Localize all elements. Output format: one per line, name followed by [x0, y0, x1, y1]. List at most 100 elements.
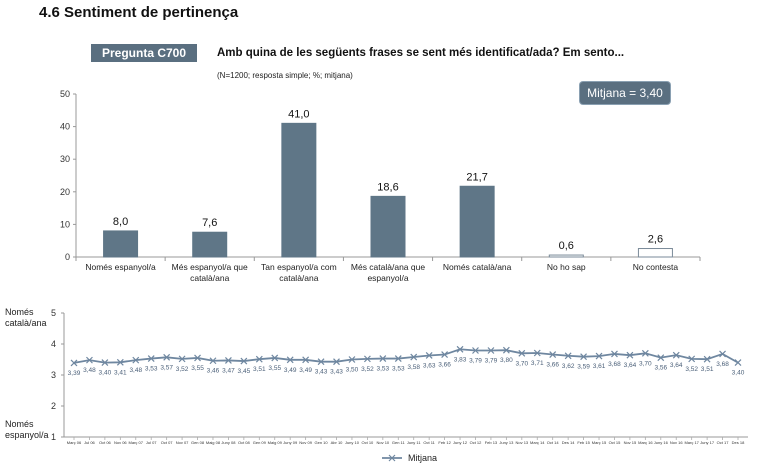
- series-line: [73, 348, 739, 364]
- point-value-label: 3,64: [624, 362, 637, 369]
- x-tick-label: Juny 09: [283, 440, 298, 445]
- x-tick-label: Abr 10: [331, 440, 344, 445]
- point-value-label: 3,53: [377, 366, 390, 373]
- bar: [370, 195, 406, 258]
- point-value-label: 3,51: [701, 366, 714, 373]
- y-label-bottom: Només: [5, 419, 34, 429]
- y-tick-label: 4: [51, 339, 56, 349]
- point-value-label: 3,55: [191, 365, 204, 372]
- bar-value-label: 7,6: [202, 217, 217, 229]
- point-value-label: 3,70: [515, 360, 528, 367]
- question-tag: Pregunta C700: [91, 44, 197, 62]
- data-point: [703, 355, 711, 363]
- bar-value-label: 18,6: [377, 181, 398, 193]
- point-value-label: 3,62: [562, 363, 575, 370]
- bar-chart: 0 10 20 30 40 50 8,0 Només espanyol/a 7,6 Més esp…: [60, 89, 701, 283]
- data-point: [240, 357, 248, 365]
- mean-badge: Mitjana = 3,40: [580, 82, 670, 104]
- data-point: [101, 359, 109, 367]
- data-point: [441, 351, 449, 358]
- x-tick-label: Juny 12: [453, 440, 468, 445]
- data-point: [317, 358, 325, 366]
- x-tick-label: Juny 11: [407, 440, 421, 445]
- bar: [281, 122, 317, 258]
- x-tick-label: Maig 09: [268, 440, 283, 445]
- point-value-label: 3,52: [361, 366, 374, 373]
- point-value-label: 3,49: [284, 367, 297, 374]
- x-tick-label: Oct 17: [717, 440, 730, 445]
- x-tick-label: Oct 10: [361, 440, 374, 445]
- bar: [103, 230, 139, 258]
- point-value-label: 3,49: [299, 367, 312, 374]
- x-tick-label: Juny 13: [499, 440, 514, 445]
- y-tick-label: 3: [51, 370, 56, 380]
- point-value-label: 3,45: [238, 368, 251, 375]
- x-tick-label: Oct 08: [238, 440, 251, 445]
- data-point: [116, 358, 124, 366]
- bar: [192, 231, 228, 258]
- x-tick-label: Nov 16: [670, 440, 683, 445]
- data-point: [302, 356, 310, 364]
- x-tick-label: Nov 13: [515, 440, 528, 445]
- point-value-label: 3,52: [176, 366, 189, 373]
- point-value-label: 3,40: [732, 370, 745, 377]
- point-value-label: 3,71: [531, 360, 544, 367]
- data-point: [502, 346, 510, 354]
- y-label-top: català/ana: [5, 318, 47, 328]
- data-point: [224, 357, 232, 364]
- x-tick-label: Jul 06: [84, 440, 95, 445]
- line-chart: 12345Noméscatalà/anaNomésespanyol/a3,39M…: [5, 307, 748, 463]
- point-value-label: 3,51: [253, 366, 266, 373]
- point-value-label: 3,55: [268, 365, 281, 372]
- category-label: català/ana: [279, 273, 318, 283]
- point-value-label: 3,61: [593, 363, 606, 370]
- data-point: [564, 352, 572, 360]
- data-point: [672, 351, 680, 359]
- x-tick-label: Jul 07: [146, 440, 157, 445]
- x-tick-label: Juny 16: [654, 440, 669, 445]
- y-tick-label: 30: [60, 154, 70, 164]
- data-point: [657, 354, 665, 362]
- bar: [637, 248, 673, 258]
- data-point: [549, 351, 557, 358]
- x-tick-label: Des 14: [562, 440, 575, 445]
- x-tick-label: Feb 13: [485, 440, 498, 445]
- category-label: Més espanyol/a que: [172, 262, 248, 272]
- point-value-label: 3,56: [654, 365, 667, 372]
- x-tick-label: Oct 11: [423, 440, 435, 445]
- x-tick-label: Oct 12: [470, 440, 483, 445]
- point-value-label: 3,58: [407, 364, 420, 371]
- x-tick-label: Juny 08: [221, 440, 236, 445]
- point-value-label: 3,53: [392, 366, 405, 373]
- data-point: [425, 352, 433, 359]
- data-point: [70, 359, 78, 367]
- x-tick-label: Gen 08: [191, 440, 205, 445]
- x-tick-label: Feb 12: [438, 440, 451, 445]
- x-tick-label: Juny 17: [700, 440, 715, 445]
- point-value-label: 3,68: [716, 361, 729, 368]
- x-tick-label: Març 06: [67, 440, 82, 445]
- y-tick-label: 40: [60, 122, 70, 132]
- data-point: [348, 356, 356, 363]
- x-tick-label: Març 16: [638, 440, 653, 445]
- bar-value-label: 2,6: [648, 234, 663, 246]
- point-value-label: 3,43: [315, 369, 328, 376]
- point-value-label: 3,52: [685, 366, 698, 373]
- bar-value-label: 8,0: [113, 216, 128, 228]
- question-text: Amb quina de les següents frases se sent…: [217, 47, 625, 59]
- category-label: Tan espanyol/a com: [261, 262, 337, 272]
- legend-label: Mitjana: [408, 453, 437, 463]
- x-tick-label: Nov 10: [376, 440, 389, 445]
- point-value-label: 3,53: [145, 366, 158, 373]
- bar: [548, 254, 584, 258]
- x-tick-label: Març 07: [129, 440, 144, 445]
- point-value-label: 3,41: [114, 369, 127, 376]
- data-point: [147, 355, 155, 362]
- data-point: [394, 355, 402, 362]
- data-point: [194, 354, 201, 362]
- y-label-top: Només: [5, 307, 34, 317]
- data-point: [533, 349, 541, 357]
- x-tick-label: Març 17: [684, 440, 699, 445]
- bar: [459, 185, 495, 258]
- data-point: [271, 354, 279, 362]
